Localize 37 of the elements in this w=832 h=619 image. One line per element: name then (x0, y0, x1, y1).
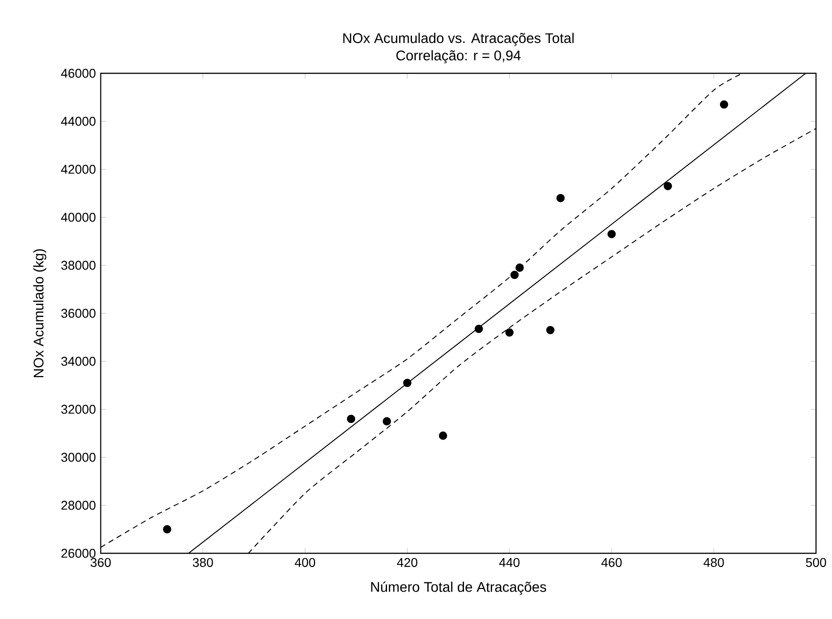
y-axis-title: NOx Acumulado (kg) (33, 249, 46, 378)
chart-subtitle: Correlação: r = 0,94 (396, 50, 521, 64)
point (346, 414, 356, 424)
point (608, 230, 616, 238)
point (556, 194, 565, 202)
y-tick-label: 28000 (61, 500, 96, 510)
y-tick-label: 38000 (61, 260, 96, 270)
y-tick-label: 40000 (61, 212, 96, 222)
point (438, 432, 448, 440)
x-tick-label: 420 (396, 558, 418, 567)
y-tick-label: 26000 (61, 548, 96, 558)
point (510, 270, 519, 280)
x-tick-label: 380 (192, 558, 213, 567)
point (505, 328, 514, 337)
point (546, 326, 554, 334)
y-tick-label: 42000 (61, 164, 96, 174)
y-tick-label: 46000 (61, 68, 96, 78)
y-tick-label: 36000 (61, 308, 96, 318)
chart-title: NOx Acumulado vs. Atracações Total (343, 32, 574, 46)
point (403, 378, 412, 388)
x-tick-label: 480 (704, 558, 724, 567)
y-tick-label: 30000 (61, 452, 96, 462)
x-tick-label: 440 (499, 558, 520, 567)
y-tick-label: 34000 (61, 356, 96, 366)
x-tick-label: 460 (601, 558, 622, 567)
x-tick-label: 360 (90, 558, 111, 567)
point (162, 525, 172, 534)
y-tick-label: 44000 (61, 116, 96, 126)
point (382, 417, 391, 426)
point (474, 324, 483, 334)
point (516, 264, 524, 272)
y-tick-label: 32000 (61, 404, 96, 414)
point (664, 182, 672, 190)
x-tick-label: 500 (806, 558, 826, 567)
x-axis-title: Número Total de Atracações (371, 581, 546, 595)
point (720, 100, 728, 109)
x-tick-label: 400 (294, 558, 316, 567)
